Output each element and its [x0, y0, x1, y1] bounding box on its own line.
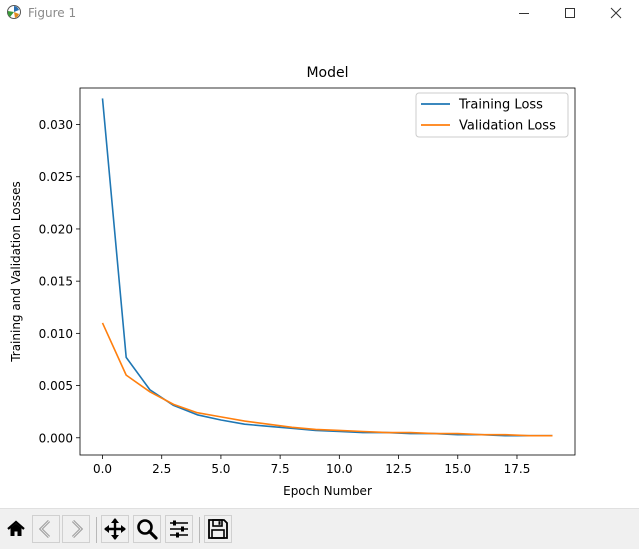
minimize-button[interactable] [501, 0, 547, 26]
home-button[interactable] [2, 515, 30, 543]
back-arrow-icon [38, 519, 51, 539]
legend-label-validation: Validation Loss [459, 119, 556, 134]
y-tick-label: 0.000 [39, 431, 73, 445]
window-title-bar: Figure 1 [0, 0, 639, 26]
ticks-layer: 0.0 2.5 5.0 7.5 10.0 12.5 15.0 17.5 0.000 0.005 0.… [39, 118, 531, 476]
x-tick-label: 7.5 [271, 462, 290, 476]
home-icon [7, 520, 25, 536]
figure-canvas[interactable]: 0.0 2.5 5.0 7.5 10.0 12.5 15.0 17.5 0.000 0.005 0.… [0, 26, 639, 508]
close-icon [610, 7, 622, 19]
floppy-disk-icon [208, 519, 228, 539]
line-chart: 0.0 2.5 5.0 7.5 10.0 12.5 15.0 17.5 0.000 0.005 0.… [9, 65, 576, 498]
validation-loss-line [101, 322, 553, 437]
window-title: Figure 1 [28, 6, 77, 20]
plot-area [80, 88, 575, 455]
x-tick-label: 2.5 [152, 462, 171, 476]
navigation-toolbar [0, 508, 639, 549]
magnifier-icon [137, 519, 158, 540]
toolbar-separator [96, 517, 97, 543]
back-button[interactable] [32, 515, 60, 543]
legend-label-training: Training Loss [458, 98, 543, 113]
y-tick-label: 0.015 [39, 275, 73, 289]
x-axis-label: Epoch Number [283, 484, 372, 498]
y-tick-label: 0.005 [39, 379, 73, 393]
y-tick-label: 0.025 [39, 170, 73, 184]
legend: Training Loss Validation Loss [415, 92, 569, 138]
zoom-button[interactable] [133, 515, 161, 543]
x-tick-label: 10.0 [326, 462, 353, 476]
matplotlib-icon [6, 4, 22, 20]
close-button[interactable] [593, 0, 639, 26]
configure-subplots-button[interactable] [165, 515, 193, 543]
x-tick-label: 12.5 [385, 462, 412, 476]
x-tick-label: 5.0 [211, 462, 230, 476]
forward-arrow-icon [71, 519, 84, 539]
sliders-icon [170, 520, 188, 538]
maximize-button[interactable] [547, 0, 593, 26]
series-layer [101, 98, 553, 437]
y-tick-label: 0.010 [39, 327, 73, 341]
save-button[interactable] [204, 515, 232, 543]
legend-box [415, 92, 569, 138]
chart-title: Model [306, 65, 348, 81]
axes-frame [79, 87, 576, 456]
minimize-icon [519, 13, 529, 14]
x-tick-label: 15.0 [444, 462, 471, 476]
toolbar-separator [199, 517, 200, 543]
maximize-icon [565, 8, 575, 18]
x-tick-label: 17.5 [504, 462, 531, 476]
pan-button[interactable] [101, 515, 129, 543]
y-tick-label: 0.020 [39, 222, 73, 236]
y-axis-label: Training and Validation Losses [9, 181, 23, 363]
y-tick-label: 0.030 [39, 118, 73, 132]
move-icon [104, 518, 126, 540]
x-tick-label: 0.0 [93, 462, 112, 476]
forward-button[interactable] [62, 515, 90, 543]
